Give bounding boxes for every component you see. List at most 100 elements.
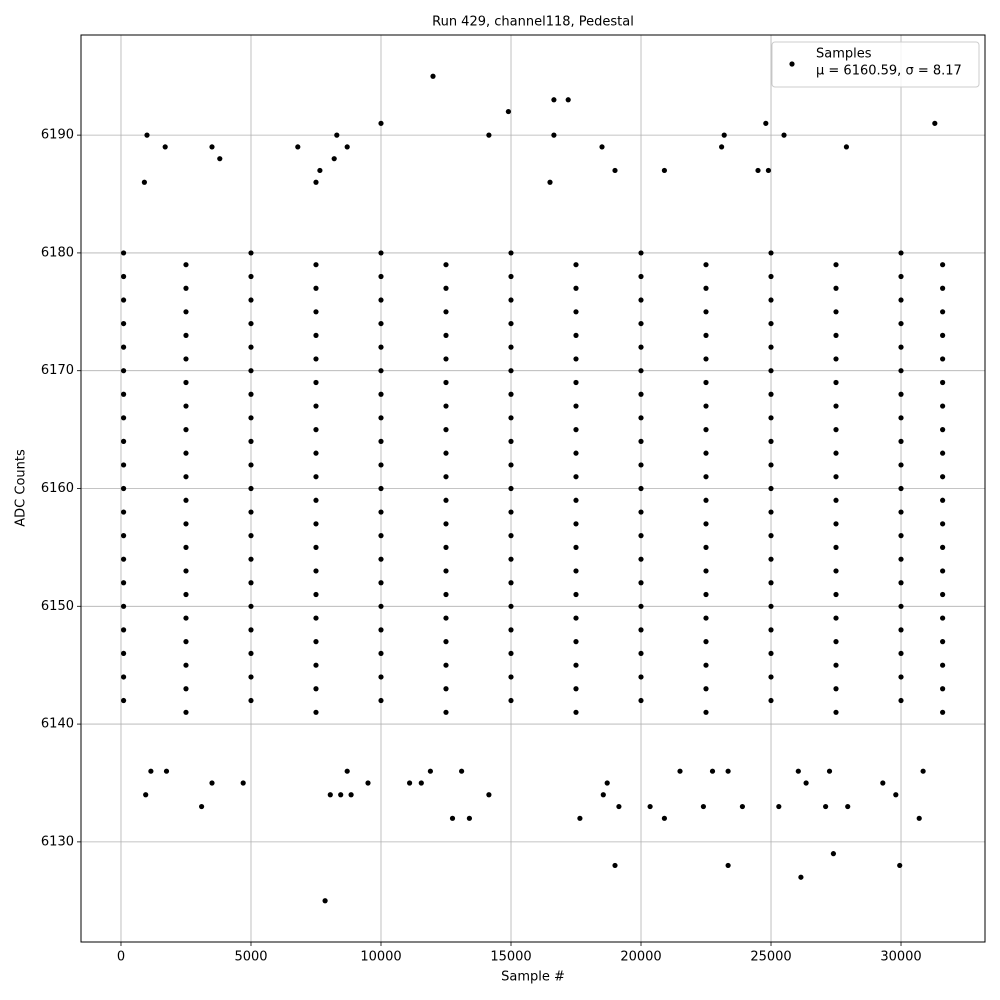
point	[638, 273, 644, 280]
point	[508, 603, 514, 609]
point	[573, 591, 579, 598]
point	[183, 356, 189, 362]
point	[248, 650, 254, 657]
point	[240, 780, 246, 786]
point	[573, 450, 579, 456]
point	[313, 427, 319, 433]
point	[378, 120, 384, 126]
point	[378, 674, 384, 680]
point	[898, 485, 904, 492]
point	[845, 803, 851, 810]
point	[183, 450, 189, 456]
point	[768, 697, 774, 704]
point	[798, 874, 804, 880]
point	[725, 768, 731, 774]
point	[443, 262, 449, 268]
point	[313, 356, 319, 362]
point	[703, 332, 709, 338]
point	[378, 273, 384, 280]
point	[313, 686, 319, 692]
point	[940, 521, 946, 527]
point	[703, 474, 709, 480]
point	[638, 344, 644, 350]
point	[120, 674, 127, 680]
point	[313, 591, 319, 598]
point	[573, 474, 579, 480]
point	[638, 438, 644, 444]
point	[120, 697, 127, 704]
point	[573, 615, 579, 621]
point	[313, 615, 319, 621]
point	[940, 309, 946, 315]
point	[183, 639, 189, 645]
point	[940, 591, 946, 598]
point	[573, 662, 579, 668]
point	[898, 674, 904, 680]
point	[378, 650, 384, 657]
point	[144, 132, 150, 138]
point	[638, 415, 644, 421]
point	[313, 639, 319, 645]
point	[833, 356, 839, 362]
point	[217, 156, 223, 162]
point	[183, 403, 189, 409]
point	[248, 462, 254, 468]
point	[833, 285, 839, 291]
point	[486, 792, 492, 798]
point	[508, 462, 514, 468]
point	[599, 144, 605, 150]
point	[120, 344, 127, 350]
point	[120, 556, 127, 562]
point	[768, 674, 774, 680]
point	[768, 556, 774, 562]
point	[898, 533, 904, 539]
point	[768, 627, 774, 633]
point	[573, 686, 579, 692]
point	[647, 803, 653, 810]
point	[768, 438, 774, 444]
point	[573, 521, 579, 527]
point	[248, 250, 254, 256]
point	[940, 709, 946, 715]
point	[183, 309, 189, 315]
point	[449, 815, 456, 821]
point	[703, 262, 709, 268]
x-axis-label: Sample #	[501, 970, 565, 985]
point	[443, 474, 449, 480]
point	[768, 273, 774, 280]
point	[898, 580, 904, 586]
point	[248, 556, 254, 562]
y-tick-label: 6150	[41, 599, 74, 614]
point	[768, 580, 774, 586]
point	[466, 815, 473, 821]
point	[148, 768, 154, 774]
point	[932, 120, 938, 126]
point	[830, 851, 837, 857]
point	[768, 297, 774, 303]
point	[833, 544, 839, 550]
point	[406, 780, 413, 786]
point	[765, 167, 772, 174]
point	[703, 709, 709, 715]
point	[120, 603, 127, 609]
point	[120, 391, 127, 397]
point	[833, 662, 839, 668]
point	[338, 792, 344, 798]
point	[940, 427, 946, 433]
point	[313, 332, 319, 338]
point	[880, 780, 886, 786]
point	[898, 250, 904, 256]
point	[248, 627, 254, 633]
point	[940, 615, 946, 621]
point	[120, 250, 127, 256]
point	[378, 320, 384, 327]
point	[327, 792, 333, 798]
point	[295, 144, 301, 150]
point	[898, 415, 904, 421]
legend-marker	[789, 61, 795, 67]
point	[638, 627, 644, 633]
point	[577, 815, 583, 821]
y-tick-label: 6190	[41, 128, 74, 143]
point	[120, 297, 127, 303]
point	[141, 179, 147, 185]
